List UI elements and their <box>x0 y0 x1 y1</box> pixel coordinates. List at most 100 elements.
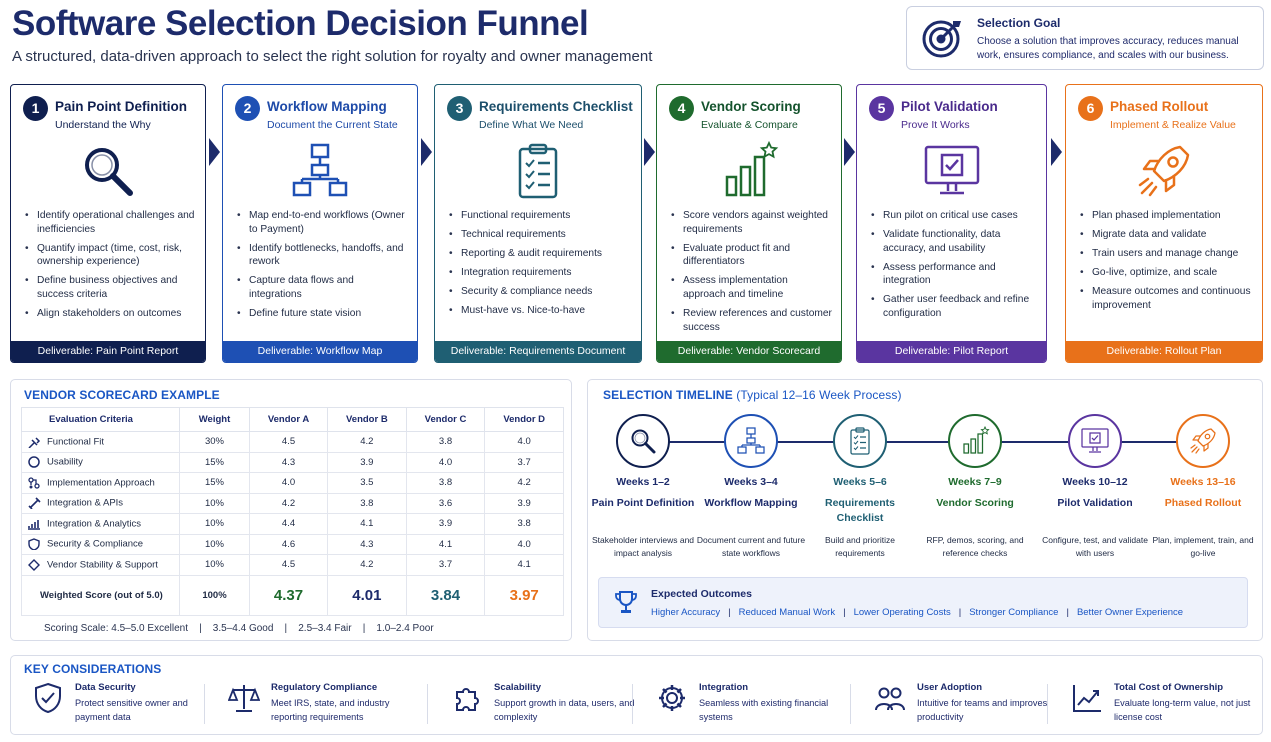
score-cell: 10% <box>179 513 250 535</box>
funnel-step: 5 Pilot Validation Prove It Works Run pilot… <box>856 84 1047 363</box>
expected-outcomes: Expected Outcomes Higher Accuracy | Reduce… <box>598 577 1248 628</box>
timeline-phase: Weeks 10–12 Pilot Validation Configure, te… <box>1040 476 1150 560</box>
funnel-arrow-icon <box>844 138 855 166</box>
score-cell: 3.7 <box>405 554 486 576</box>
timeline-heading-main: SELECTION TIMELINE <box>603 388 733 402</box>
phase-description: Plan, implement, train, and go-live <box>1152 535 1254 558</box>
bar-chart-star-icon <box>725 141 779 197</box>
weighted-score-vendor-b: 4.01 <box>327 574 407 616</box>
consideration-title: Scalability <box>494 682 541 693</box>
col-criteria: Evaluation Criteria <box>21 407 180 432</box>
funnel-step: 3 Requirements Checklist Define What We Ne… <box>434 84 642 363</box>
step-title: Workflow Mapping <box>267 99 387 114</box>
step-bullet: Must-have vs. Nice-to-have <box>449 304 633 318</box>
consideration-title: Data Security <box>75 682 136 693</box>
timeline-phase: Weeks 7–9 Vendor Scoring RFP, demos, scori… <box>920 476 1030 560</box>
score-cell: 15% <box>179 472 250 494</box>
step-subtitle: Understand the Why <box>55 119 151 131</box>
shield-icon <box>28 538 40 551</box>
weighted-score-vendor-c: 3.84 <box>405 574 486 616</box>
step-bullet: Run pilot on critical use cases <box>871 209 1038 223</box>
weighted-score-vendor-a: 4.37 <box>248 574 329 616</box>
consideration-description: Evaluate long-term value, not just licen… <box>1114 698 1251 722</box>
timeline-phase: Weeks 1–2 Pain Point Definition Stakeholde… <box>588 476 698 560</box>
phase-name: Phased Rollout <box>1164 497 1242 509</box>
step-bullet: Map end-to-end workflows (Owner to Payme… <box>237 209 409 236</box>
step-bullet: Identify bottlenecks, handoffs, and rewo… <box>237 242 409 269</box>
phase-weeks: Weeks 1–2 <box>616 476 670 488</box>
col-weight: Weight <box>179 407 250 432</box>
score-cell: 4.3 <box>327 533 407 555</box>
score-cell: 10% <box>179 554 250 576</box>
timeline-node <box>1176 414 1230 468</box>
outcome-separator: | <box>843 607 846 618</box>
score-cell: 10% <box>179 492 250 514</box>
step-deliverable: Deliverable: Requirements Document <box>435 341 641 362</box>
criteria-cell: Functional Fit <box>21 431 180 453</box>
consideration-title: Regulatory Compliance <box>271 682 378 693</box>
step-bullet: Assess performance and integration <box>871 261 1038 288</box>
step-bullet: Go-live, optimize, and scale <box>1080 266 1254 280</box>
consideration-title: Total Cost of Ownership <box>1114 682 1224 693</box>
step-bullets: Plan phased implementation Migrate data a… <box>1080 209 1254 318</box>
step-bullet: Plan phased implementation <box>1080 209 1254 223</box>
phase-name: Vendor Scoring <box>936 497 1014 509</box>
step-deliverable: Deliverable: Pain Point Report <box>11 341 205 362</box>
phase-weeks: Weeks 3–4 <box>724 476 778 488</box>
total-weight: 100% <box>179 574 250 616</box>
diamond-icon <box>28 558 40 571</box>
step-bullet: Define business objectives and success c… <box>25 274 197 301</box>
timeline-node <box>724 414 778 468</box>
score-cell: 3.9 <box>327 451 407 473</box>
step-bullet: Migrate data and validate <box>1080 228 1254 242</box>
step-deliverable: Deliverable: Vendor Scorecard <box>657 341 841 362</box>
monitor-check-icon <box>1081 428 1109 453</box>
total-label: Weighted Score (out of 5.0) <box>21 574 180 616</box>
phase-name: Pilot Validation <box>1057 497 1133 509</box>
score-cell: 4.2 <box>484 472 564 494</box>
timeline-heading: SELECTION TIMELINE (Typical 12–16 Week P… <box>603 388 902 402</box>
trophy-icon <box>615 591 637 613</box>
step-number-badge: 4 <box>669 96 694 121</box>
score-cell: 3.8 <box>327 492 407 514</box>
step-bullet: Reporting & audit requirements <box>449 247 633 261</box>
criteria-cell: Integration & Analytics <box>21 513 180 535</box>
outcomes-list: Higher Accuracy | Reduced Manual Work | Lowe… <box>651 607 1183 618</box>
score-cell: 4.0 <box>484 533 564 555</box>
scorecard-row: Implementation Approach 15% 4.0 3.5 3.8 4.2 <box>21 472 564 494</box>
criteria-label: Integration & Analytics <box>47 518 141 530</box>
consideration-divider <box>204 684 205 724</box>
weighted-score-vendor-d: 3.97 <box>484 574 564 616</box>
timeline-phase: Weeks 5–6 Requirements Checklist Build and… <box>805 476 915 560</box>
criteria-label: Security & Compliance <box>47 538 144 550</box>
step-bullet: Validate functionality, data accuracy, a… <box>871 228 1038 255</box>
step-deliverable: Deliverable: Workflow Map <box>223 341 417 362</box>
score-cell: 4.0 <box>405 451 486 473</box>
puzzle-icon <box>456 688 479 711</box>
outcomes-title: Expected Outcomes <box>651 588 752 600</box>
scorecard-row: Vendor Stability & Support 10% 4.5 4.2 3.7 4.… <box>21 554 564 576</box>
col-vendor-a: Vendor A <box>248 407 329 432</box>
timeline-node <box>1068 414 1122 468</box>
score-cell: 4.1 <box>327 513 407 535</box>
criteria-cell: Implementation Approach <box>21 472 180 494</box>
step-subtitle: Implement & Realize Value <box>1110 119 1236 131</box>
step-subtitle: Define What We Need <box>479 119 584 131</box>
funnel-step: 1 Pain Point Definition Understand the Why… <box>10 84 206 363</box>
score-cell: 4.5 <box>248 554 329 576</box>
phase-weeks: Weeks 7–9 <box>948 476 1002 488</box>
score-cell: 3.8 <box>405 472 486 494</box>
phase-name: Pain Point Definition <box>591 497 695 509</box>
step-bullet: Integration requirements <box>449 266 633 280</box>
scorecard-row: Security & Compliance 10% 4.6 4.3 4.1 4.0 <box>21 533 564 555</box>
funnel-arrow-icon <box>209 138 220 166</box>
step-bullet: Identify operational challenges and inef… <box>25 209 197 236</box>
step-bullets: Run pilot on critical use cases Validate … <box>871 209 1038 326</box>
score-cell: 4.3 <box>248 451 329 473</box>
consideration-divider <box>850 684 851 724</box>
step-deliverable: Deliverable: Rollout Plan <box>1066 341 1262 362</box>
step-deliverable: Deliverable: Pilot Report <box>857 341 1046 362</box>
timeline-node <box>948 414 1002 468</box>
workflow-icon <box>737 427 765 454</box>
outcome-separator: | <box>1066 607 1069 618</box>
